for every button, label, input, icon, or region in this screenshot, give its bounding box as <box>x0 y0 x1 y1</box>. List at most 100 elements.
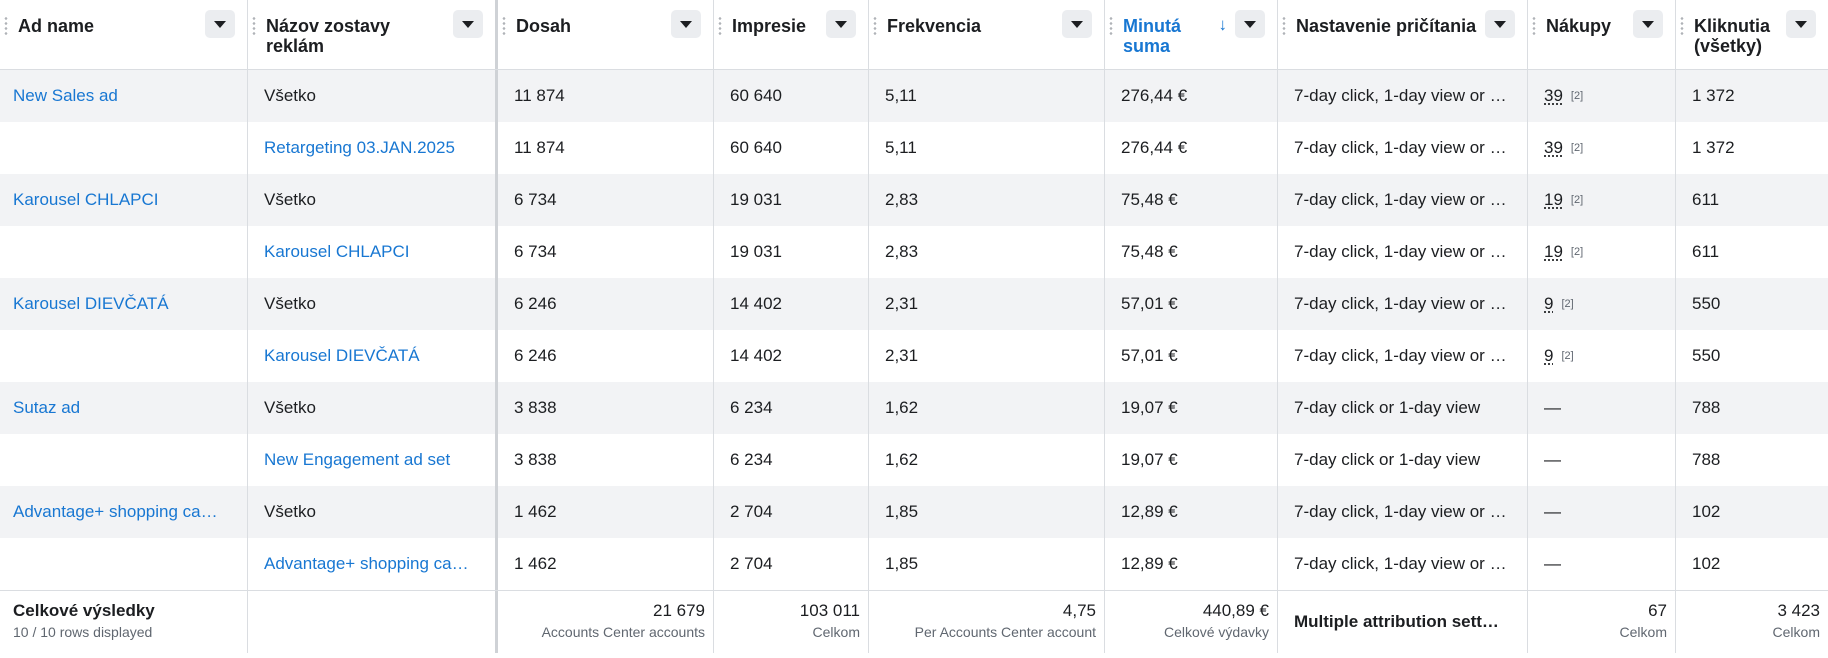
ad-set-name-cell[interactable]: Retargeting 03.JAN.2025 <box>248 122 498 174</box>
totals-attribution: Multiple attribution sett… <box>1278 591 1528 653</box>
caret-down-icon <box>214 20 226 28</box>
column-dropdown-button[interactable] <box>1062 10 1092 38</box>
table-row: Sutaz ad Všetko 3 838 6 234 1,62 19,07 €7-day… <box>0 382 1828 434</box>
impressions-cell: 6 234 <box>714 382 869 434</box>
ad-set-name-cell[interactable]: Karousel CHLAPCI <box>248 226 498 278</box>
impressions-cell: 14 402 <box>714 278 869 330</box>
ad-name-cell[interactable]: Karousel CHLAPCI <box>0 174 248 226</box>
amount-spent-cell: 19,07 € <box>1105 434 1278 486</box>
sort-descending-icon[interactable]: ↓ <box>1218 15 1228 34</box>
column-header-clicks-all[interactable]: Kliknutia (všetky) <box>1676 0 1828 69</box>
caret-down-icon <box>1795 20 1807 28</box>
column-dropdown-button[interactable] <box>1485 10 1515 38</box>
attribution-cell: 7-day click, 1-day view or … <box>1278 174 1528 226</box>
purchases-footnote: [2] <box>1570 90 1584 102</box>
attribution-cell: 7-day click, 1-day view or … <box>1278 486 1528 538</box>
table-row: New Sales ad Všetko 11 874 60 640 5,11 276,44… <box>0 70 1828 122</box>
purchases-cell: — <box>1528 434 1676 486</box>
clicks-cell: 1 372 <box>1676 70 1828 122</box>
reach-cell: 3 838 <box>498 382 714 434</box>
clicks-cell: 788 <box>1676 434 1828 486</box>
drag-handle-icon[interactable] <box>873 16 877 36</box>
frequency-cell: 1,62 <box>869 434 1105 486</box>
amount-spent-cell: 276,44 € <box>1105 122 1278 174</box>
attribution-cell: 7-day click, 1-day view or … <box>1278 226 1528 278</box>
column-header-attribution-setting[interactable]: Nastavenie pričítania <box>1278 0 1528 69</box>
caret-down-icon <box>680 20 692 28</box>
drag-handle-icon[interactable] <box>252 16 256 36</box>
amount-spent-cell: 75,48 € <box>1105 226 1278 278</box>
totals-amount-spent: 440,89 € Celkové výdavky <box>1105 591 1278 653</box>
ad-set-name-cell[interactable]: Karousel DIEVČATÁ <box>248 330 498 382</box>
drag-handle-icon[interactable] <box>4 16 8 36</box>
attribution-cell: 7-day click or 1-day view <box>1278 382 1528 434</box>
amount-spent-cell: 57,01 € <box>1105 278 1278 330</box>
column-header-impressions[interactable]: Impresie <box>714 0 869 69</box>
clicks-cell: 611 <box>1676 226 1828 278</box>
caret-down-icon <box>1642 20 1654 28</box>
attribution-cell: 7-day click, 1-day view or … <box>1278 122 1528 174</box>
purchases-cell: — <box>1528 382 1676 434</box>
totals-clicks: 3 423 Celkom <box>1772 601 1820 640</box>
column-dropdown-button[interactable] <box>453 10 483 38</box>
column-header-amount-spent[interactable]: Minutá suma ↓ <box>1105 0 1278 69</box>
column-header-ad-name[interactable]: Ad name <box>0 0 248 69</box>
ad-set-name-cell[interactable]: Advantage+ shopping ca… <box>248 538 498 590</box>
amount-spent-cell: 12,89 € <box>1105 486 1278 538</box>
purchases-cell: 19 [2] <box>1528 174 1676 226</box>
impressions-cell: 60 640 <box>714 122 869 174</box>
reach-cell: 6 734 <box>498 226 714 278</box>
ad-set-name-cell: Všetko <box>248 382 498 434</box>
ad-name-cell <box>0 538 248 590</box>
drag-handle-icon[interactable] <box>1109 16 1113 36</box>
column-dropdown-button[interactable] <box>1633 10 1663 38</box>
drag-handle-icon[interactable] <box>502 16 506 36</box>
clicks-cell: 788 <box>1676 382 1828 434</box>
column-dropdown-button[interactable] <box>826 10 856 38</box>
column-dropdown-button[interactable] <box>1235 10 1265 38</box>
ad-set-name-cell: Všetko <box>248 486 498 538</box>
table-body: New Sales ad Všetko 11 874 60 640 5,11 276,44… <box>0 70 1828 590</box>
frequency-cell: 2,83 <box>869 226 1105 278</box>
impressions-cell: 19 031 <box>714 174 869 226</box>
column-dropdown-button[interactable] <box>671 10 701 38</box>
ad-name-cell <box>0 122 248 174</box>
table-row: Advantage+ shopping ca… Všetko 1 462 2 704 1… <box>0 486 1828 538</box>
table-header: Ad name Názov zostavy reklám Dosah Impre… <box>0 0 1828 70</box>
drag-handle-icon[interactable] <box>1282 16 1286 36</box>
ad-name-cell[interactable]: Advantage+ shopping ca… <box>0 486 248 538</box>
drag-handle-icon[interactable] <box>1532 16 1536 36</box>
attribution-cell: 7-day click, 1-day view or … <box>1278 538 1528 590</box>
totals-label-cell: Celkové výsledky 10 / 10 rows displayed <box>0 591 248 653</box>
purchases-cell: 19 [2] <box>1528 226 1676 278</box>
purchases-footnote: [2] <box>1570 142 1584 154</box>
ad-name-cell[interactable]: Sutaz ad <box>0 382 248 434</box>
ad-name-cell <box>0 330 248 382</box>
drag-handle-icon[interactable] <box>718 16 722 36</box>
column-header-purchases[interactable]: Nákupy <box>1528 0 1676 69</box>
totals-impressions: 103 011 Celkom <box>714 591 869 653</box>
purchases-cell: 9 [2] <box>1528 330 1676 382</box>
reach-cell: 6 246 <box>498 278 714 330</box>
totals-title: Celkové výsledky <box>13 601 155 620</box>
ad-set-name-cell[interactable]: New Engagement ad set <box>248 434 498 486</box>
column-dropdown-button[interactable] <box>1786 10 1816 38</box>
amount-spent-cell: 12,89 € <box>1105 538 1278 590</box>
attribution-cell: 7-day click or 1-day view <box>1278 434 1528 486</box>
ad-set-name-cell: Všetko <box>248 70 498 122</box>
frequency-cell: 1,62 <box>869 382 1105 434</box>
ad-name-cell[interactable]: Karousel DIEVČATÁ <box>0 278 248 330</box>
purchases-cell: 39 [2] <box>1528 70 1676 122</box>
drag-handle-icon[interactable] <box>1680 16 1684 36</box>
column-header-frequency[interactable]: Frekvencia <box>869 0 1105 69</box>
column-dropdown-button[interactable] <box>205 10 235 38</box>
clicks-cell: 102 <box>1676 486 1828 538</box>
purchases-cell: 39 [2] <box>1528 122 1676 174</box>
purchases-cell: — <box>1528 538 1676 590</box>
ad-name-cell[interactable]: New Sales ad <box>0 70 248 122</box>
column-header-ad-set-name[interactable]: Názov zostavy reklám <box>248 0 498 69</box>
column-header-reach[interactable]: Dosah <box>498 0 714 69</box>
clicks-cell: 611 <box>1676 174 1828 226</box>
caret-down-icon <box>462 20 474 28</box>
